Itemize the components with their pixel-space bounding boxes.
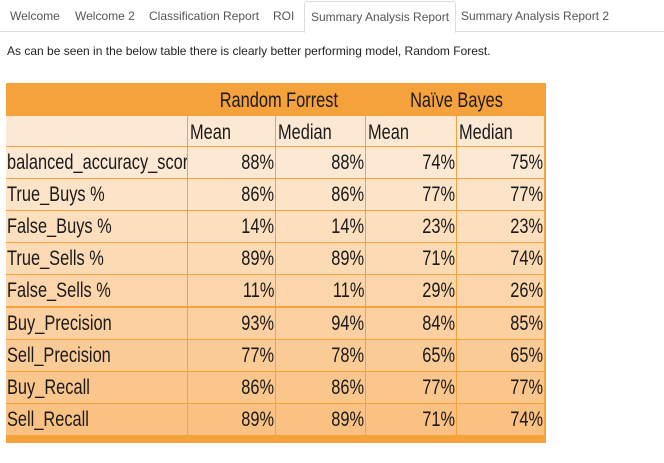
metric-value-nb-median: 65% [457,340,544,371]
metric-value-rf-mean: 14% [188,211,275,242]
metric-value-rf-median: 78% [276,340,365,371]
metric-value-rf-median: 86% [276,179,365,210]
sub-header-nb-median: Median [457,116,544,146]
tab-bar: Welcome Welcome 2 Classification Report … [0,0,664,33]
metric-value-nb-median: 85% [457,308,544,339]
tab-classification-report[interactable]: Classification Report [149,9,260,23]
metric-value-rf-median: 94% [276,308,365,339]
metric-label: Buy_Recall [6,372,187,403]
tab-summary-analysis-report-2[interactable]: Summary Analysis Report 2 [461,9,610,23]
metric-value-nb-mean: 65% [366,340,456,371]
metric-value-rf-median: 11% [276,275,365,306]
metric-label: Buy_Precision [6,308,187,339]
metric-value-nb-mean: 29% [366,275,456,306]
metric-value-nb-mean: 84% [366,308,456,339]
metric-value-nb-mean: 77% [366,372,456,403]
metric-value-rf-mean: 89% [188,404,275,435]
metric-value-rf-mean: 93% [188,308,275,339]
sub-header-nb-mean: Mean [366,116,456,146]
metric-value-nb-median: 77% [457,179,544,210]
metric-value-rf-mean: 88% [188,147,275,178]
group-header-naive-bayes: Naïve Bayes [410,89,504,112]
metric-value-nb-median: 74% [457,404,544,435]
metric-value-nb-mean: 74% [366,147,456,178]
metric-label: balanced_accuracy_score [6,147,187,178]
metric-value-rf-mean: 86% [188,179,275,210]
metric-value-rf-median: 88% [276,147,365,178]
sub-header-rf-mean: Mean [188,116,275,146]
metric-value-nb-median: 75% [457,147,544,178]
metric-label: Sell_Precision [6,340,187,371]
metric-value-nb-mean: 77% [366,179,456,210]
metric-value-rf-median: 89% [276,404,365,435]
metric-label: False_Buys % [6,211,187,242]
metric-value-rf-median: 89% [276,243,365,274]
metric-label: True_Sells % [6,243,187,274]
metric-value-nb-median: 74% [457,243,544,274]
metric-value-nb-mean: 71% [366,404,456,435]
tab-summary-analysis-report[interactable]: Summary Analysis Report [304,1,457,33]
tab-welcome-2[interactable]: Welcome 2 [75,9,135,23]
metric-value-rf-median: 14% [276,211,365,242]
metric-value-rf-mean: 89% [188,243,275,274]
group-header-random-forrest: Random Forrest [219,89,338,112]
metric-value-nb-mean: 71% [366,243,456,274]
metric-value-nb-median: 26% [457,275,544,306]
metric-label: False_Sells % [6,275,187,306]
sub-header-rf-median: Median [276,116,365,146]
metric-value-nb-mean: 23% [366,211,456,242]
metric-label: Sell_Recall [6,404,187,435]
metric-value-rf-median: 86% [276,372,365,403]
tab-roi[interactable]: ROI [273,9,295,23]
metric-value-rf-mean: 77% [188,340,275,371]
intro-text: As can be seen in the below table there … [7,44,491,58]
metric-label: True_Buys % [6,179,187,210]
metric-value-rf-mean: 86% [188,372,275,403]
tab-welcome[interactable]: Welcome [10,9,60,23]
metric-value-nb-median: 23% [457,211,544,242]
metric-value-nb-median: 77% [457,372,544,403]
metric-value-rf-mean: 11% [188,275,275,306]
summary-table-image: Random Forrest Naïve Bayes Mean Median Mea… [6,83,546,443]
sub-header-blank [6,116,187,146]
